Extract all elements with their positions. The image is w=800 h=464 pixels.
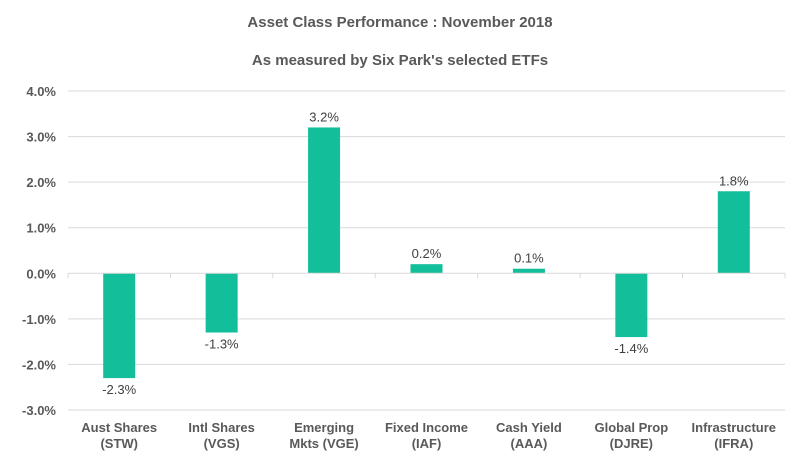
bar — [410, 264, 443, 274]
y-tick-label: -1.0% — [22, 312, 56, 327]
x-tick-label: (VGS) — [204, 436, 240, 451]
x-tick-label: (STW) — [100, 436, 138, 451]
bar — [103, 273, 136, 379]
y-tick-label: 3.0% — [26, 130, 56, 145]
y-tick-label: 4.0% — [26, 84, 56, 99]
x-tick-label: (IAF) — [412, 436, 442, 451]
x-tick-label: (IFRA) — [714, 436, 753, 451]
data-label: 0.2% — [412, 246, 442, 261]
data-label: 1.8% — [719, 173, 749, 188]
data-label: -1.3% — [205, 337, 239, 352]
x-tick-label: Fixed Income — [385, 420, 468, 435]
x-tick-label: Intl Shares — [188, 420, 254, 435]
data-label: 0.1% — [514, 251, 544, 266]
x-tick-label: Emerging — [294, 420, 354, 435]
y-tick-label: 1.0% — [26, 221, 56, 236]
chart-subtitle: As measured by Six Park's selected ETFs — [251, 52, 549, 69]
x-tick-label: Mkts (VGE) — [289, 436, 358, 451]
x-tick-label: Infrastructure — [692, 420, 777, 435]
y-tick-label: -3.0% — [22, 403, 56, 418]
x-tick-label: (AAA) — [511, 436, 548, 451]
data-label: -2.3% — [102, 382, 136, 397]
data-label: -1.4% — [614, 341, 648, 356]
x-tick-label: (DJRE) — [610, 436, 653, 451]
bar — [615, 273, 648, 338]
x-tick-label: Cash Yield — [496, 420, 562, 435]
bar — [205, 273, 238, 333]
bar — [717, 191, 750, 274]
chart-title: Asset Class Performance : November 2018 — [247, 14, 553, 31]
bar — [308, 127, 341, 274]
x-tick-label: Global Prop — [595, 420, 669, 435]
y-tick-label: -2.0% — [22, 357, 56, 372]
y-tick-label: 0.0% — [26, 266, 56, 281]
x-tick-label: Aust Shares — [81, 420, 157, 435]
bar — [512, 268, 545, 274]
data-label: 3.2% — [309, 109, 339, 124]
y-tick-label: 2.0% — [26, 175, 56, 190]
